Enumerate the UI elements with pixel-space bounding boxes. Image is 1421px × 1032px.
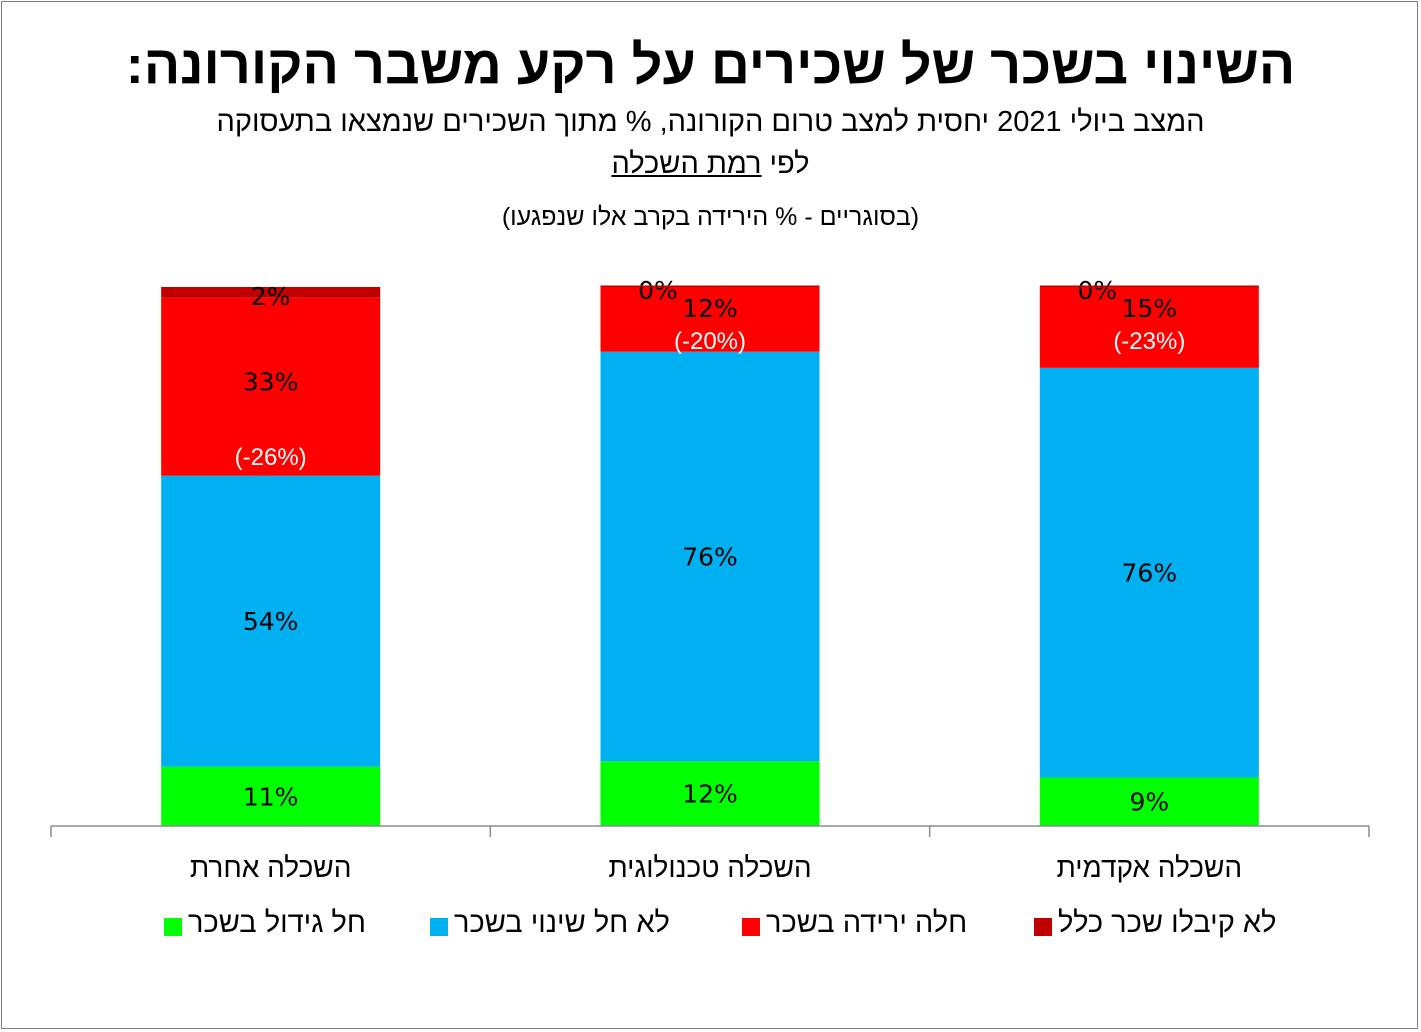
x-tick-label-1: השכלה טכנולוגית	[608, 852, 811, 883]
value-label-2-2: 15%	[1122, 294, 1178, 323]
chart-subtitle: המצב ביולי 2021 יחסית למצב טרום הקורונה,…	[216, 106, 1205, 138]
value-label-3-0: 2%	[251, 282, 291, 311]
bar-segment-3-0	[161, 287, 381, 298]
value-label-2-0: 33%	[243, 367, 299, 396]
value-label-1-2: 76%	[1122, 559, 1178, 588]
value-label-1-0: 54%	[243, 607, 299, 636]
chart-subtitle-line2: לפי רמת השכלה	[0, 148, 1421, 181]
legend-swatch-3	[1034, 918, 1052, 936]
annotation-label-2: (-23%)	[1113, 328, 1185, 355]
subtitle-underlined: רמת השכלה	[611, 148, 762, 180]
value-label-3-2: 0%	[1077, 276, 1117, 305]
bar-segment-2-1	[600, 287, 820, 352]
legend-swatch-2	[742, 918, 760, 936]
bar-segment-1-1	[600, 351, 820, 762]
annotation-label-1: (-20%)	[674, 328, 746, 355]
legend-swatch-0	[164, 918, 182, 936]
legend-label-3: לא קיבלו שכר כלל	[1058, 907, 1277, 939]
value-label-0-1: 12%	[682, 780, 738, 809]
bar-segment-0-0	[161, 766, 381, 826]
bar-cap-2	[1039, 285, 1259, 287]
legend-label-1: לא חל שינוי בשכר	[454, 907, 670, 939]
value-label-3-1: 0%	[638, 276, 678, 305]
value-label-2-1: 12%	[682, 294, 738, 323]
bar-segment-1-2	[1039, 367, 1259, 778]
value-label-1-1: 76%	[682, 543, 738, 572]
bar-segment-0-2	[1039, 777, 1259, 826]
value-label-0-0: 11%	[243, 782, 299, 811]
legend-label-2: חלה ירידה בשכר	[766, 907, 968, 939]
annotation-label-0: (-26%)	[235, 444, 307, 471]
x-tick-label-0: השכלה אחרת	[190, 852, 352, 883]
legend-swatch-1	[430, 918, 448, 936]
value-label-0-2: 9%	[1129, 788, 1169, 817]
chart-note: (בסוגריים - % הירידה בקרב אלו שנפגעו)	[501, 203, 920, 231]
chart-legend: לא קיבלו שכר כלל חלה ירידה בשכר לא חל שינו…	[0, 905, 1421, 945]
x-tick-label-2: השכלה אקדמית	[1057, 852, 1243, 883]
chart-title: השינוי בשכר של שכירים על רקע משבר הקורונ…	[125, 35, 1296, 95]
bar-cap-1	[600, 285, 820, 287]
bar-segment-2-2	[1039, 287, 1259, 368]
bar-segment-0-1	[600, 761, 820, 826]
bar-segment-1-0	[161, 475, 381, 767]
stacked-bar-chart: 11% 54% 33% (-26%) 2% השכלה אחרת 12% 76% 12% (-20…	[50, 276, 1370, 883]
legend-label-0: חל גידול בשכר	[188, 907, 366, 939]
bar-segment-2-0	[161, 297, 381, 476]
subtitle-prefix: לפי	[761, 148, 810, 180]
